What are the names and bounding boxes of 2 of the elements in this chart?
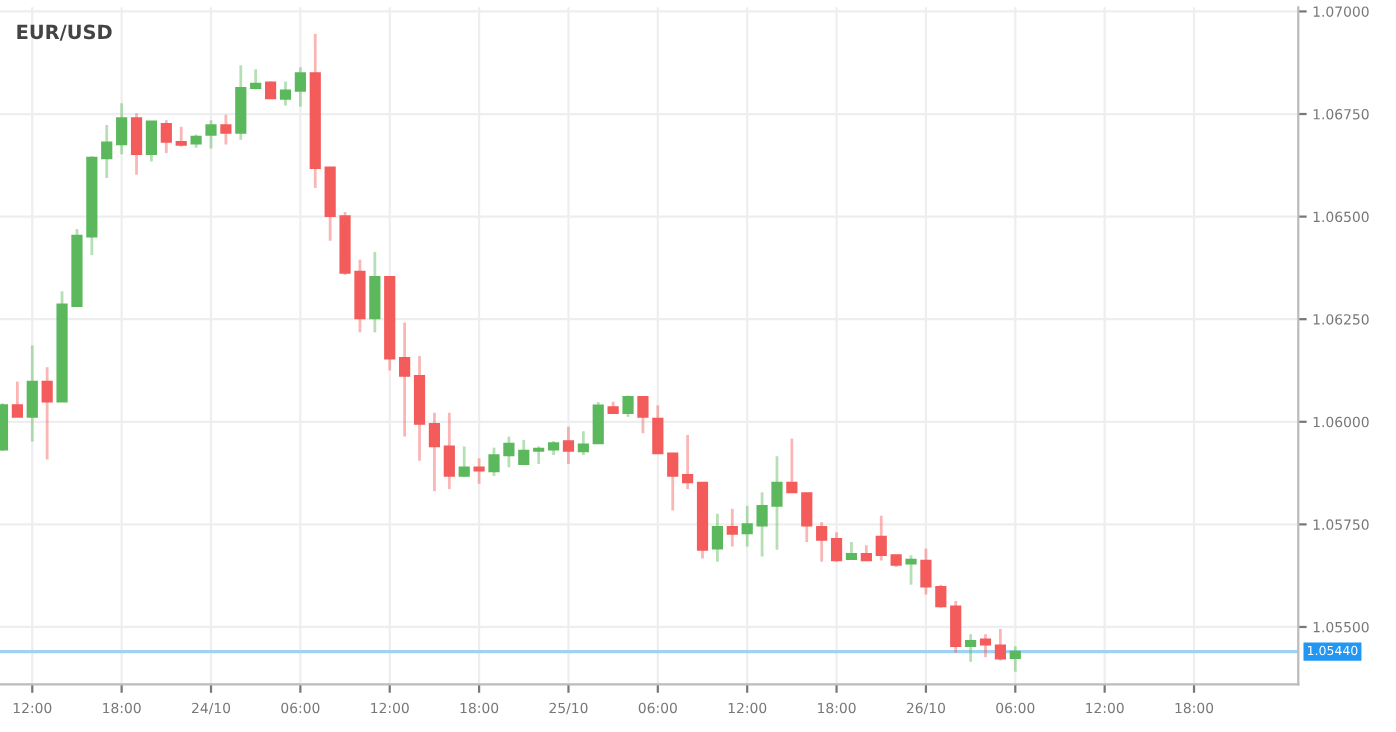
text: EUR/USD — [17, 24, 112, 41]
candlestick — [592, 400, 604, 445]
